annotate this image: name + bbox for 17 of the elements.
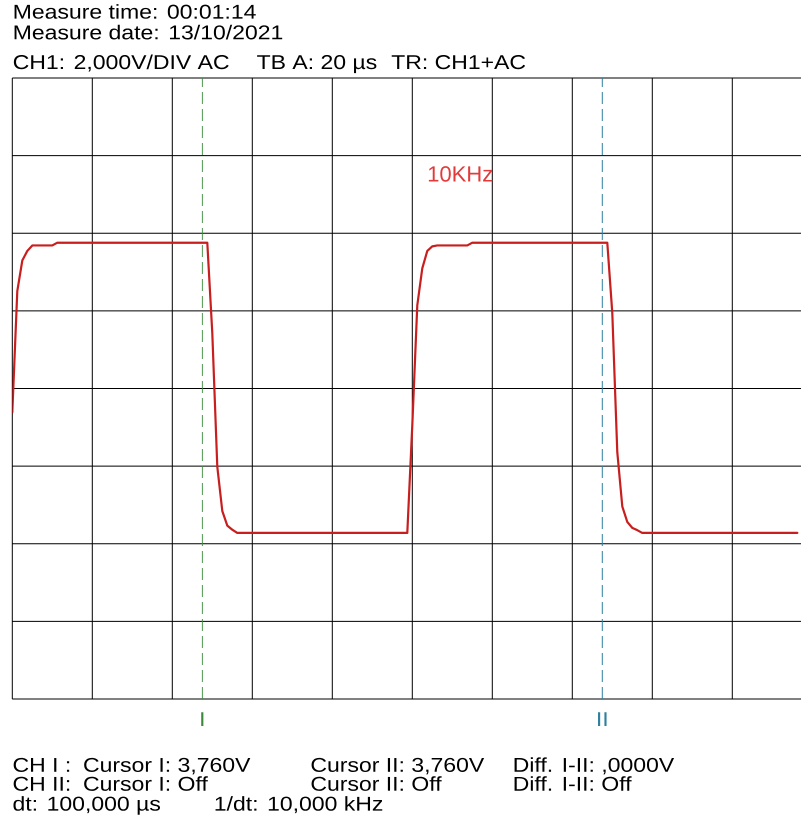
text: Cursor II: Off — [312, 776, 442, 791]
text: TB A: 20 µs — [257, 55, 376, 74]
text: 1/dt: 10,000 kHz — [216, 796, 382, 814]
text: Cursor I: 3,760V — [84, 758, 250, 774]
text: Diff. I-II: ,0000V — [514, 757, 674, 774]
text: TR: CH1+AC — [392, 55, 526, 70]
x-tick-label: II — [598, 712, 607, 726]
text: dt: 100,000 µs — [13, 796, 160, 815]
text: Cursor II: 3,760V — [312, 758, 484, 774]
text: CH1: 2,000V/DIV AC — [14, 54, 229, 72]
text: CH II: — [14, 776, 70, 791]
chart-subtitle: Measure date: 13/10/2021 — [14, 24, 282, 40]
text: Diff. I-II: Off — [514, 776, 632, 791]
x-tick-label: I — [201, 712, 204, 726]
chart-title: Measure time: 00:01:14 — [14, 4, 256, 19]
text: Cursor I: Off — [84, 776, 208, 791]
text: CH I : — [14, 758, 70, 772]
